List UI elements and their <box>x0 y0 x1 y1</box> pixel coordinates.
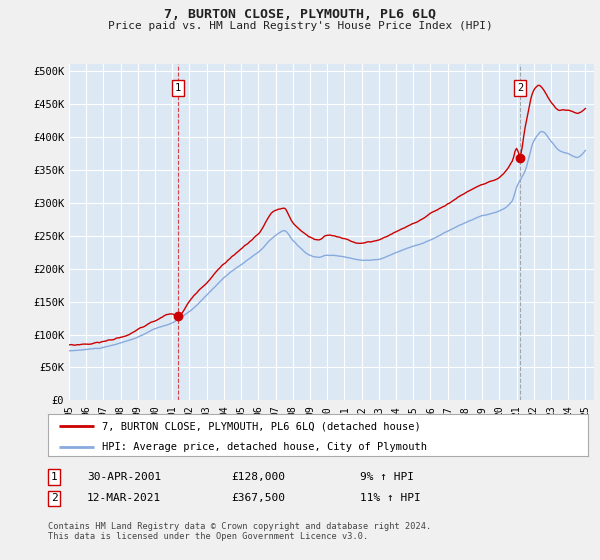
Text: 7, BURTON CLOSE, PLYMOUTH, PL6 6LQ (detached house): 7, BURTON CLOSE, PLYMOUTH, PL6 6LQ (deta… <box>102 421 421 431</box>
Text: 9% ↑ HPI: 9% ↑ HPI <box>360 472 414 482</box>
Text: 7, BURTON CLOSE, PLYMOUTH, PL6 6LQ: 7, BURTON CLOSE, PLYMOUTH, PL6 6LQ <box>164 8 436 21</box>
Text: 30-APR-2001: 30-APR-2001 <box>87 472 161 482</box>
Text: 1: 1 <box>50 472 58 482</box>
Text: £128,000: £128,000 <box>231 472 285 482</box>
Text: Contains HM Land Registry data © Crown copyright and database right 2024.
This d: Contains HM Land Registry data © Crown c… <box>48 522 431 542</box>
Text: £367,500: £367,500 <box>231 493 285 503</box>
Text: 2: 2 <box>50 493 58 503</box>
Text: 12-MAR-2021: 12-MAR-2021 <box>87 493 161 503</box>
Text: 11% ↑ HPI: 11% ↑ HPI <box>360 493 421 503</box>
Text: 1: 1 <box>175 83 181 93</box>
Text: Price paid vs. HM Land Registry's House Price Index (HPI): Price paid vs. HM Land Registry's House … <box>107 21 493 31</box>
Text: 2: 2 <box>517 83 523 93</box>
Text: HPI: Average price, detached house, City of Plymouth: HPI: Average price, detached house, City… <box>102 442 427 452</box>
